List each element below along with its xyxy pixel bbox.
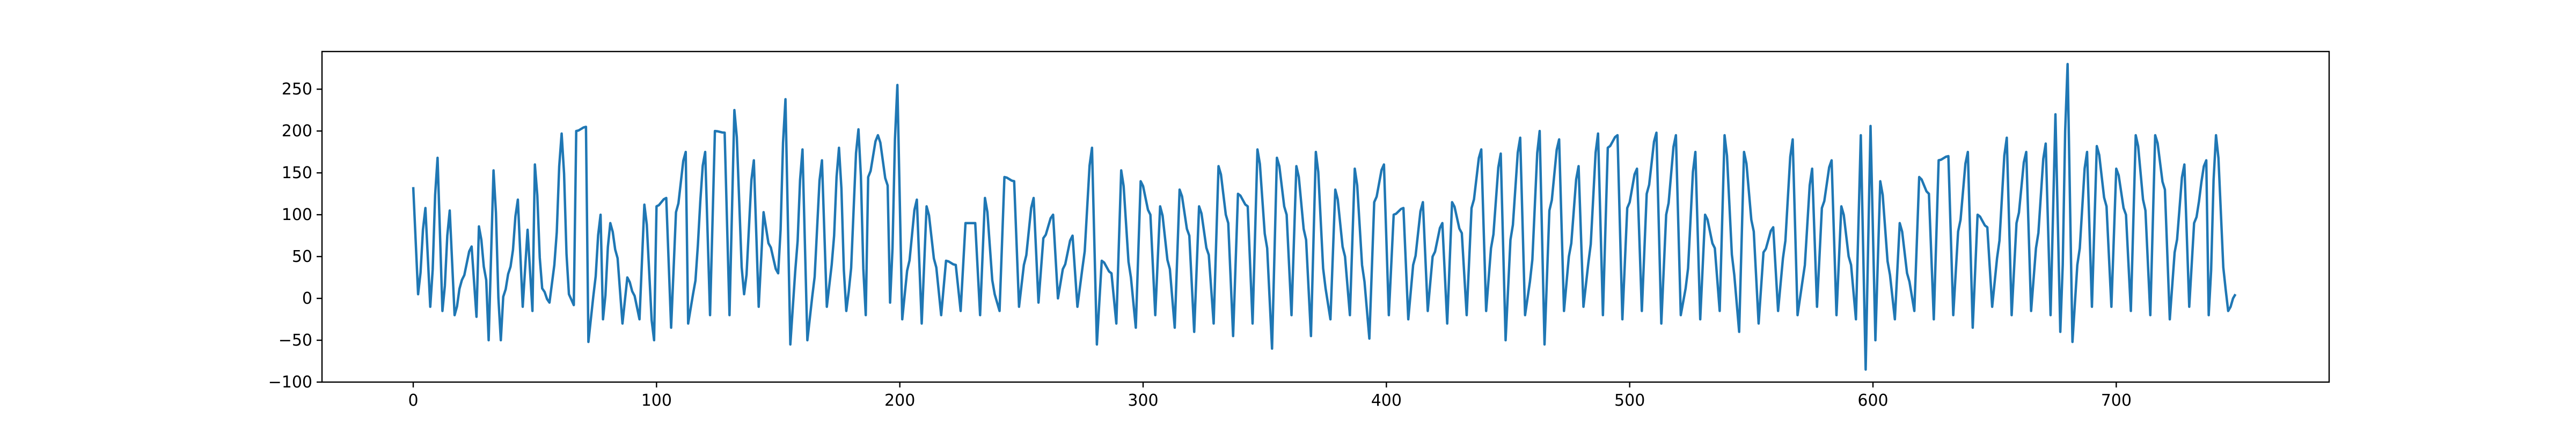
x-tick-label: 500 [1614,391,1645,410]
y-tick-label: 0 [302,289,312,308]
axes-frame [321,50,2330,383]
x-axis: 0 100 200 300 400 500 600 700 [408,382,2132,410]
y-tick-label: −100 [268,373,312,392]
x-tick-label: 600 [1857,391,1888,410]
x-tick-label: 700 [2101,391,2132,410]
x-tick-label: 0 [408,391,418,410]
series-line [412,63,2237,371]
y-tick-label: 200 [282,122,312,141]
y-tick-label: 250 [282,80,312,99]
y-axis: −100 −50 0 50 100 150 200 250 [268,80,322,392]
y-tick-label: 100 [282,206,312,224]
x-tick-label: 100 [641,391,672,410]
x-tick-label: 200 [884,391,915,410]
plot-area [412,63,2237,371]
y-tick-label: 150 [282,164,312,182]
y-tick-label: 50 [292,247,312,266]
x-tick-label: 300 [1128,391,1158,410]
x-tick-label: 400 [1371,391,1402,410]
y-tick-label: −50 [279,331,312,350]
